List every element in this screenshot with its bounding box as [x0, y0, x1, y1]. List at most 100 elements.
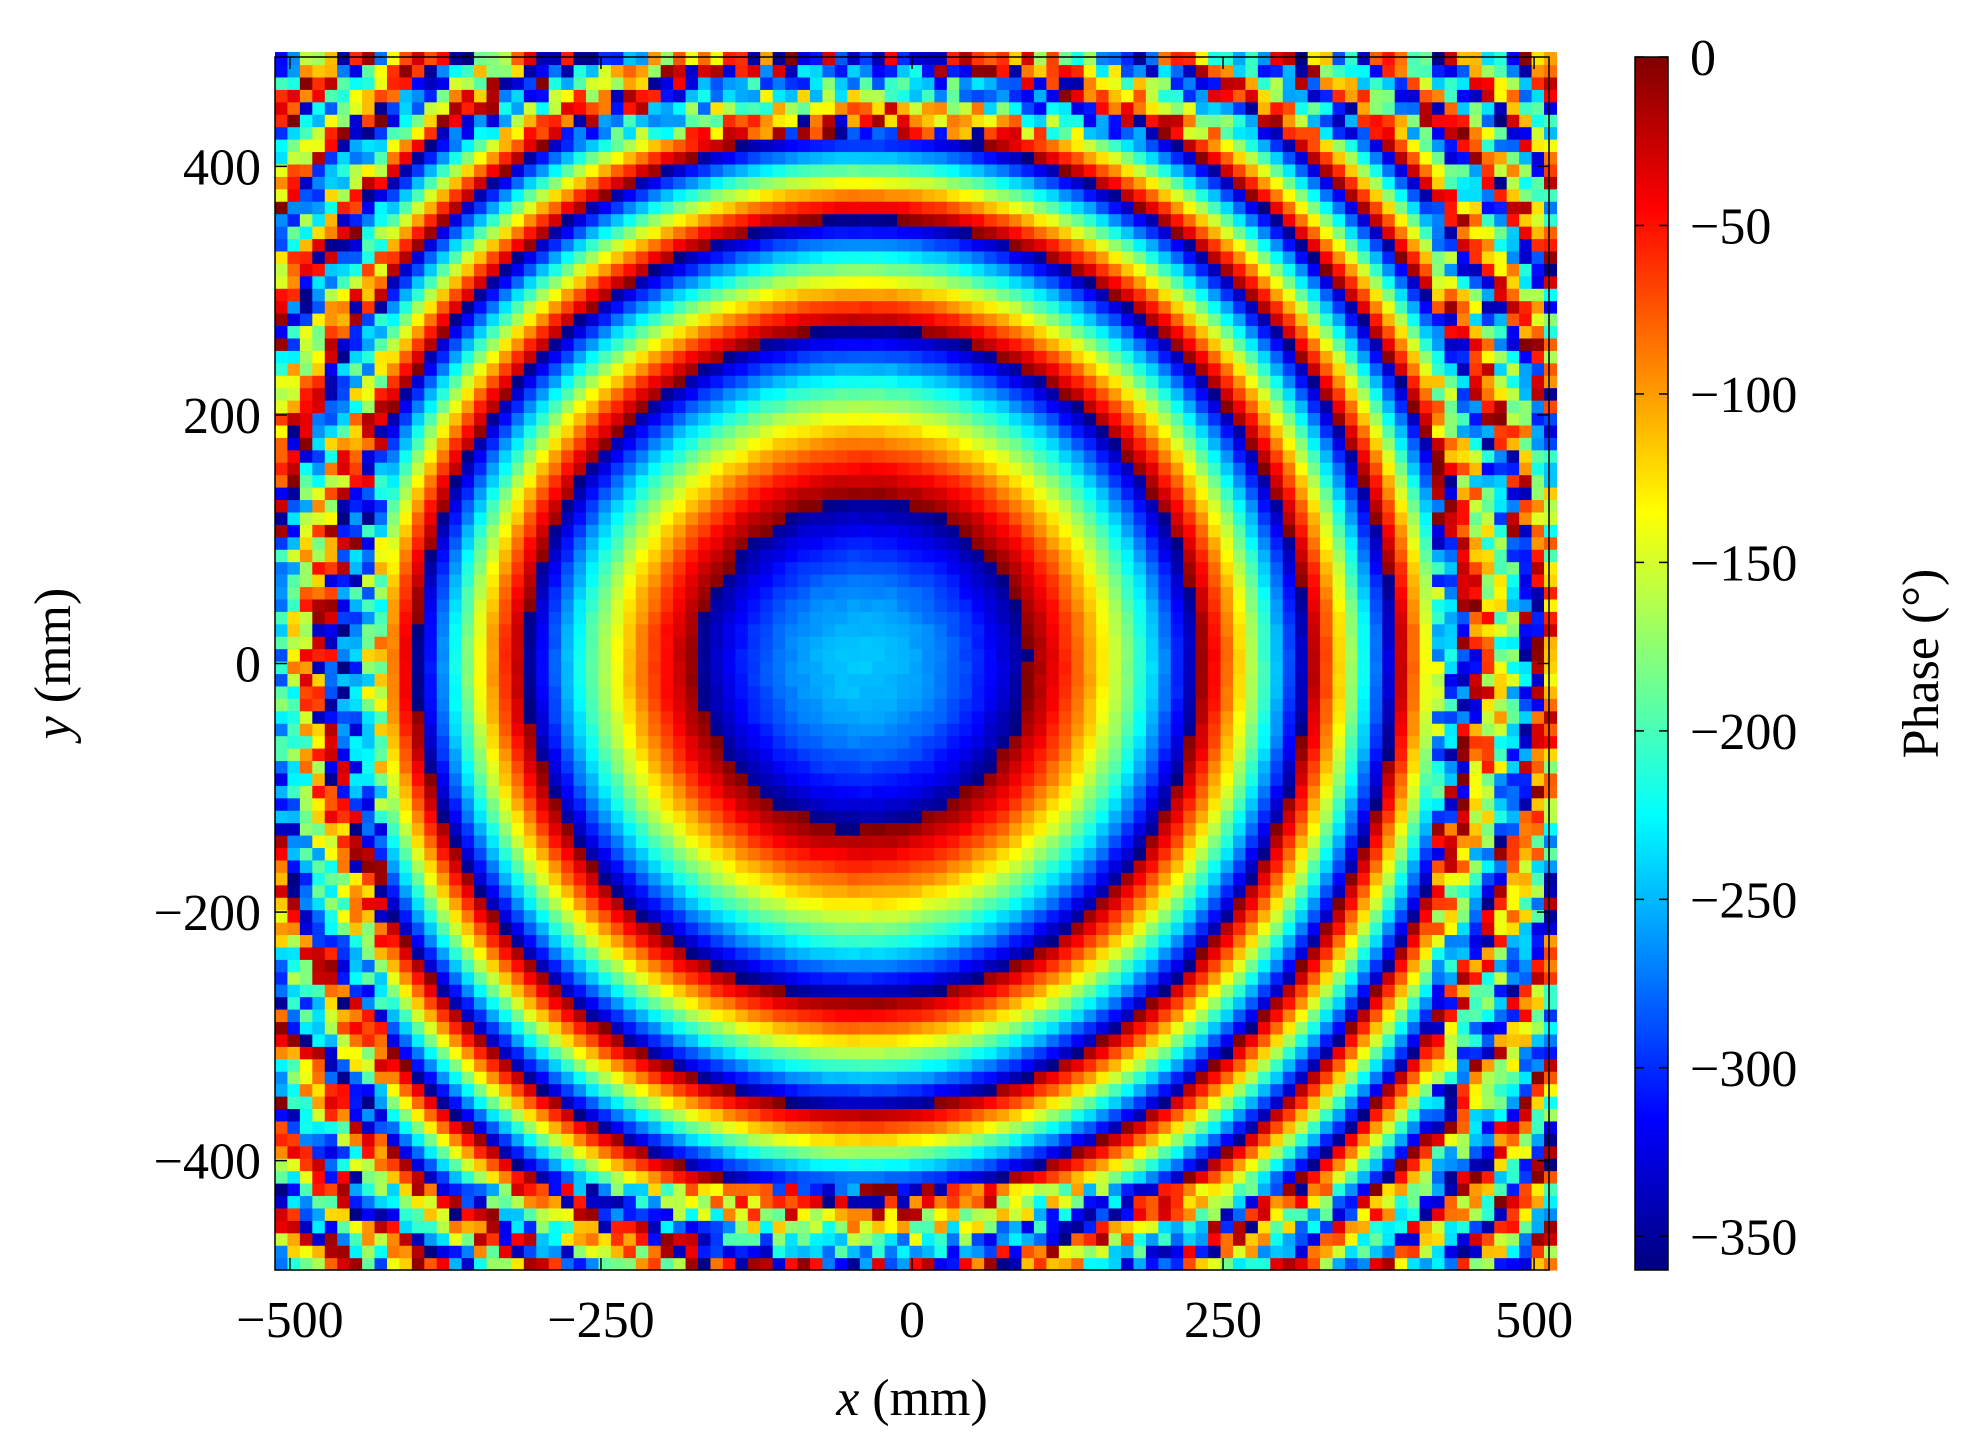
heatmap-cell: [362, 723, 376, 737]
heatmap-cell: [586, 835, 600, 849]
heatmap-cell: [275, 748, 289, 762]
heatmap-cell: [461, 822, 475, 836]
heatmap-cell: [324, 698, 338, 712]
heatmap-cell: [548, 922, 562, 936]
heatmap-cell: [735, 1096, 749, 1110]
heatmap-cell: [722, 300, 736, 314]
heatmap-cell: [610, 499, 624, 513]
heatmap-cell: [386, 1170, 401, 1184]
heatmap-cell: [511, 1195, 525, 1209]
heatmap-cell: [747, 574, 761, 588]
heatmap-cell: [362, 735, 376, 749]
heatmap-cell: [349, 1021, 363, 1035]
heatmap-cell: [747, 176, 761, 190]
heatmap-cell: [324, 151, 338, 165]
heatmap-cell: [287, 201, 301, 215]
heatmap-cell: [897, 139, 911, 153]
heatmap-cell: [635, 748, 649, 762]
heatmap-cell: [685, 1145, 699, 1159]
heatmap-cell: [772, 835, 786, 849]
heatmap-cell: [536, 313, 550, 327]
heatmap-cell: [747, 424, 761, 438]
heatmap-cell: [424, 1232, 438, 1246]
heatmap-cell: [411, 288, 425, 302]
heatmap-cell: [897, 884, 911, 898]
heatmap-cell: [324, 797, 338, 811]
heatmap-cell: [809, 213, 824, 227]
heatmap-cell: [312, 375, 326, 389]
heatmap-cell: [648, 959, 662, 973]
heatmap-cell: [698, 835, 712, 849]
heatmap-cell: [822, 648, 836, 662]
heatmap-cell: [610, 1195, 624, 1209]
heatmap-cell: [586, 213, 600, 227]
heatmap-cell: [337, 847, 351, 861]
heatmap-cell: [523, 350, 537, 364]
heatmap-cell: [287, 611, 301, 625]
heatmap-cell: [411, 151, 425, 165]
heatmap-cell: [275, 1158, 289, 1172]
heatmap-cell: [710, 1257, 724, 1271]
heatmap-cell: [735, 623, 749, 637]
heatmap-cell: [461, 325, 475, 339]
heatmap-cell: [685, 76, 699, 90]
heatmap-cell: [386, 325, 401, 339]
heatmap-cell: [735, 524, 749, 538]
heatmap-cell: [498, 623, 512, 637]
heatmap-cell: [536, 288, 550, 302]
heatmap-cell: [523, 698, 537, 712]
heatmap-cell: [573, 139, 587, 153]
heatmap-cell: [362, 810, 376, 824]
heatmap-cell: [498, 1232, 512, 1246]
heatmap-cell: [735, 263, 749, 277]
heatmap-cell: [834, 1021, 848, 1035]
heatmap-cell: [822, 698, 836, 712]
heatmap-cell: [785, 64, 799, 78]
heatmap-cell: [324, 685, 338, 699]
heatmap-cell: [411, 238, 425, 252]
heatmap-cell: [760, 723, 774, 737]
heatmap-cell: [747, 350, 761, 364]
heatmap-cell: [884, 897, 898, 911]
heatmap-cell: [884, 598, 898, 612]
heatmap-cell: [436, 511, 450, 525]
heatmap-cell: [399, 275, 413, 289]
heatmap-cell: [287, 424, 301, 438]
heatmap-cell: [660, 52, 674, 66]
heatmap-cell: [847, 226, 861, 240]
heatmap-cell: [760, 1207, 774, 1221]
heatmap-cell: [548, 275, 562, 289]
heatmap-cell: [610, 1071, 624, 1085]
heatmap-cell: [486, 387, 500, 401]
heatmap-cell: [586, 89, 600, 103]
heatmap-cell: [884, 1232, 898, 1246]
heatmap-cell: [747, 1096, 761, 1110]
heatmap-cell: [324, 1133, 338, 1147]
heatmap-cell: [324, 1170, 338, 1184]
heatmap-cell: [474, 313, 488, 327]
heatmap-cell: [772, 300, 786, 314]
heatmap-cell: [822, 263, 836, 277]
heatmap-cell: [673, 511, 687, 525]
heatmap-cell: [660, 1183, 674, 1197]
heatmap-cell: [287, 300, 301, 314]
heatmap-cell: [884, 1183, 898, 1197]
heatmap-cell: [834, 1245, 848, 1259]
heatmap-cell: [872, 797, 886, 811]
heatmap-cell: [299, 1207, 313, 1221]
heatmap-cell: [536, 959, 550, 973]
heatmap-cell: [822, 114, 836, 128]
heatmap-cell: [822, 859, 836, 873]
heatmap-cell: [374, 1232, 388, 1246]
heatmap-cell: [548, 1220, 562, 1234]
heatmap-cell: [411, 387, 425, 401]
heatmap-cell: [486, 350, 500, 364]
heatmap-cell: [349, 288, 363, 302]
heatmap-cell: [411, 275, 425, 289]
heatmap-cell: [399, 412, 413, 426]
heatmap-cell: [897, 1033, 911, 1047]
heatmap-cell: [785, 909, 799, 923]
heatmap-cell: [847, 337, 861, 351]
heatmap-cell: [449, 213, 463, 227]
heatmap-cell: [461, 723, 475, 737]
